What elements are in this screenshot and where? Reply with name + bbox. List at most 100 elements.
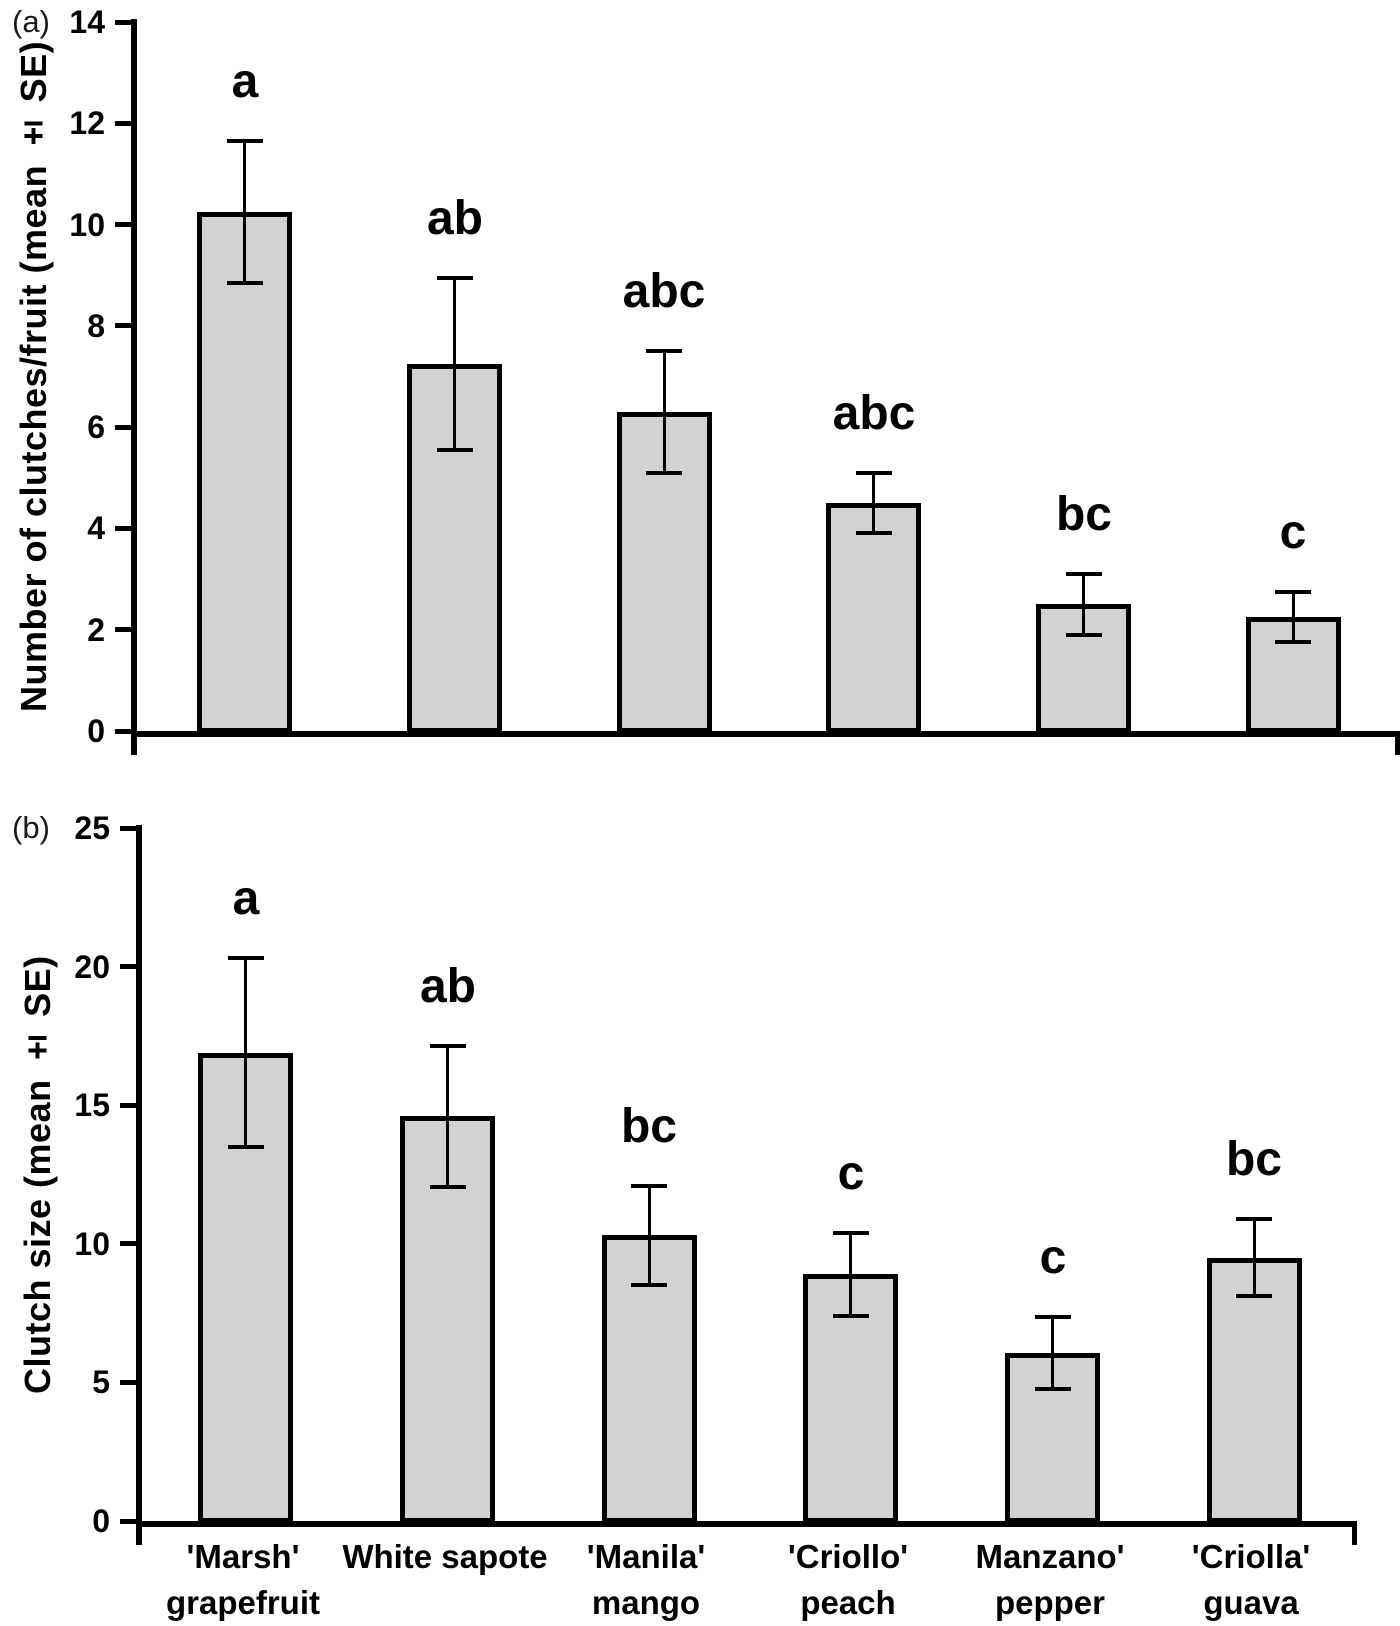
panel-a-y-tick-4	[115, 526, 131, 531]
panel-a-sig-letter-manzano-pepper: bc	[1055, 488, 1112, 541]
panel-b-x-axis-line	[136, 1521, 1357, 1527]
panel-a-error-cap-bottom-marsh-grapefruit	[227, 281, 263, 285]
panel-b-y-tick-label-25: 25	[74, 810, 110, 846]
panel-b-y-axis-title: Clutch size (mean ± SE)	[17, 955, 58, 1394]
panel-b-error-bar-marsh-grapefruit	[244, 958, 247, 1146]
panel-b-error-cap-bottom-manzano-pepper	[1035, 1387, 1071, 1391]
panel-a-y-tick-label-8: 8	[87, 308, 105, 344]
panel-a-error-cap-top-criollo-peach	[856, 471, 892, 475]
panel-a-y-tick-12	[115, 121, 131, 126]
panel-a-letter: (a)	[12, 4, 50, 39]
panel-a-bar-marsh-grapefruit	[197, 212, 292, 733]
panel-b-sig-letter-manila-mango: bc	[620, 1100, 677, 1153]
category-label-manzano-pepper-line-2: pepper	[994, 1584, 1106, 1621]
panel-b-y-tick-25	[120, 826, 136, 831]
panel-a-error-cap-top-white-sapote	[437, 276, 473, 280]
panel-a-sig-letter-marsh-grapefruit: a	[231, 55, 259, 108]
panel-a-y-tick-2	[115, 627, 131, 632]
panel-b-error-bar-criollo-peach	[849, 1233, 852, 1316]
panel-b-error-cap-top-manzano-pepper	[1035, 1315, 1071, 1319]
category-label-criolla-guava-line-2: guava	[1203, 1584, 1299, 1621]
panel-b-error-bar-white-sapote	[446, 1046, 449, 1187]
category-label-manila-mango-line-2: mango	[591, 1584, 701, 1621]
panel-a-error-cap-bottom-manila-mango	[646, 471, 682, 475]
panel-a-error-bar-marsh-grapefruit	[243, 141, 246, 283]
panel-a-error-bar-manila-mango	[663, 351, 666, 473]
panel-b-sig-letter-criollo-peach: c	[837, 1147, 865, 1200]
panel-b-y-tick-label-15: 15	[74, 1087, 110, 1123]
panel-a-error-cap-bottom-criolla-guava	[1275, 640, 1311, 644]
panel-a-error-cap-top-marsh-grapefruit	[227, 139, 263, 143]
panel-a-error-cap-bottom-white-sapote	[437, 448, 473, 452]
panel-a-error-cap-top-manzano-pepper	[1066, 572, 1102, 576]
panel-b-y-tick-label-0: 0	[92, 1503, 110, 1539]
panel-a-error-cap-top-criolla-guava	[1275, 590, 1311, 594]
panel-a-error-bar-white-sapote	[453, 278, 456, 450]
panel-a-x-axis-line	[131, 731, 1400, 737]
panel-a-y-tick-label-14: 14	[69, 4, 105, 40]
panel-b-y-tick-label-10: 10	[74, 1226, 110, 1262]
panel-b-x-axis-end-tick	[1352, 1521, 1357, 1545]
panel-b-sig-letter-white-sapote: ab	[419, 960, 476, 1013]
panel-a-error-cap-bottom-criollo-peach	[856, 531, 892, 535]
panel-b-error-cap-bottom-manila-mango	[631, 1283, 667, 1287]
category-label-white-sapote-line-1: White sapote	[342, 1538, 548, 1575]
panel-a-error-bar-criolla-guava	[1292, 592, 1295, 643]
category-label-criolla-guava-line-1: 'Criolla'	[1191, 1538, 1311, 1575]
panel-b-error-cap-bottom-criolla-guava	[1236, 1294, 1272, 1298]
panel-b-error-bar-manzano-pepper	[1051, 1317, 1054, 1389]
category-label-criolla-guava: 'Criolla' guava	[1130, 1534, 1372, 1626]
category-label-criollo-peach: 'Criollo' peach	[727, 1534, 969, 1626]
panel-b-y-axis-line	[136, 825, 142, 1545]
panel-b-error-cap-top-marsh-grapefruit	[228, 956, 264, 960]
panel-b-error-bar-manila-mango	[648, 1186, 651, 1286]
panel-b-sig-letter-marsh-grapefruit: a	[232, 872, 260, 925]
panel-a-y-tick-label-4: 4	[87, 510, 105, 546]
panel-a-sig-letter-white-sapote: ab	[426, 192, 483, 245]
panel-a-y-tick-label-10: 10	[69, 207, 105, 243]
panel-a-y-tick-0	[115, 729, 131, 734]
panel-b-letter: (b)	[12, 810, 50, 845]
panel-b-error-cap-top-white-sapote	[430, 1044, 466, 1048]
panel-a-bar-criollo-peach	[826, 503, 921, 733]
panel-a-y-tick-label-12: 12	[69, 105, 105, 141]
panel-b-y-tick-15	[120, 1103, 136, 1108]
panel-b-y-tick-5	[120, 1380, 136, 1385]
panel-b-error-cap-bottom-criollo-peach	[833, 1314, 869, 1318]
panel-a-sig-letter-manila-mango: abc	[622, 265, 706, 318]
category-label-criollo-peach-line-2: peach	[800, 1584, 896, 1621]
category-label-marsh-grapefruit-line-1: 'Marsh'	[186, 1538, 300, 1575]
category-label-criollo-peach-line-1: 'Criollo'	[787, 1538, 909, 1575]
category-label-manzano-pepper-line-1: Manzano'	[975, 1538, 1125, 1575]
category-label-manila-mango: 'Manila' mango	[525, 1534, 767, 1626]
category-label-manzano-pepper: Manzano' pepper	[929, 1534, 1171, 1626]
panel-b-error-bar-criolla-guava	[1253, 1219, 1256, 1297]
panel-a-sig-letter-criolla-guava: c	[1279, 506, 1307, 559]
panel-b-bar-criolla-guava	[1207, 1258, 1302, 1523]
category-label-manila-mango-line-1: 'Manila'	[586, 1538, 706, 1575]
panel-a-y-tick-label-6: 6	[87, 409, 105, 445]
panel-b-error-cap-bottom-marsh-grapefruit	[228, 1145, 264, 1149]
panel-b-y-tick-label-5: 5	[92, 1364, 110, 1400]
panel-a-y-tick-label-2: 2	[87, 612, 105, 648]
panel-b-error-cap-bottom-white-sapote	[430, 1185, 466, 1189]
panel-a-y-tick-6	[115, 425, 131, 430]
panel-a-error-bar-criollo-peach	[872, 473, 875, 534]
panel-a-y-tick-8	[115, 323, 131, 328]
panel-a-sig-letter-criollo-peach: abc	[832, 387, 916, 440]
panel-b-y-tick-10	[120, 1241, 136, 1246]
category-label-white-sapote: White sapote	[324, 1534, 566, 1580]
panel-b-error-cap-top-criollo-peach	[833, 1231, 869, 1235]
panel-b-sig-letter-manzano-pepper: c	[1039, 1231, 1067, 1284]
panel-a-y-tick-label-0: 0	[87, 713, 105, 749]
panel-b-sig-letter-criolla-guava: bc	[1225, 1133, 1282, 1186]
panel-b-y-tick-0	[120, 1519, 136, 1524]
panel-a-error-cap-bottom-manzano-pepper	[1066, 633, 1102, 637]
panel-b-y-tick-label-20: 20	[74, 949, 110, 985]
panel-a-error-cap-top-manila-mango	[646, 349, 682, 353]
panel-a-y-axis-line	[131, 19, 137, 755]
panel-b-y-tick-20	[120, 964, 136, 969]
category-label-marsh-grapefruit-line-2: grapefruit	[165, 1584, 320, 1621]
panel-a-y-tick-10	[115, 222, 131, 227]
panel-b-error-cap-top-criolla-guava	[1236, 1217, 1272, 1221]
